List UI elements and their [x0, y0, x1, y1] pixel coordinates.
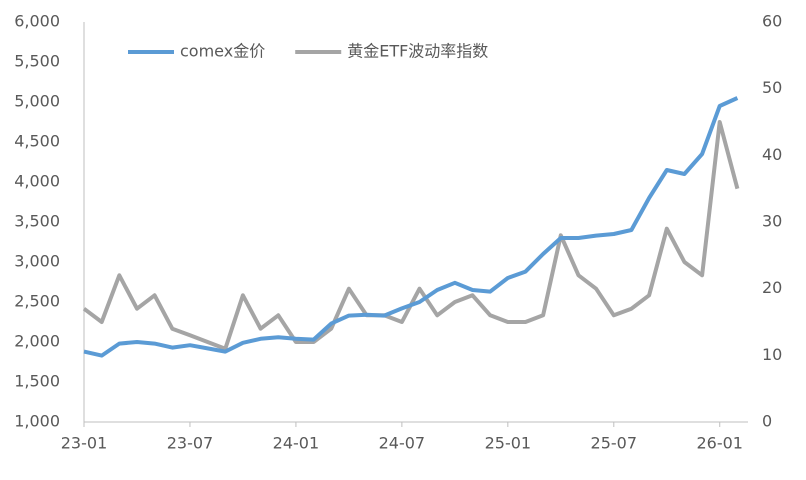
y-tick-label: 5,500	[14, 52, 60, 71]
y-tick-label: 2,000	[14, 332, 60, 351]
y2-tick-label: 40	[762, 145, 782, 164]
y-tick-label: 2,500	[14, 292, 60, 311]
y-tick-label: 1,000	[14, 412, 60, 431]
y-tick-label: 6,000	[14, 12, 60, 31]
y2-tick-label: 60	[762, 12, 782, 31]
y2-tick-label: 0	[762, 412, 772, 431]
y2-tick-label: 30	[762, 212, 782, 231]
legend-label: 黄金ETF波动率指数	[347, 42, 488, 61]
y-tick-label: 4,500	[14, 132, 60, 151]
y-tick-label: 3,000	[14, 252, 60, 271]
x-tick-label: 25-01	[485, 434, 532, 453]
y2-tick-label: 10	[762, 345, 782, 364]
y2-tick-label: 20	[762, 278, 782, 297]
x-tick-label: 25-07	[591, 434, 638, 453]
x-tick-label: 23-07	[167, 434, 214, 453]
x-tick-label: 24-01	[273, 434, 320, 453]
y-tick-label: 5,000	[14, 92, 60, 111]
y-tick-label: 4,000	[14, 172, 60, 191]
x-tick-label: 24-07	[379, 434, 426, 453]
series-line	[82, 120, 740, 351]
y-tick-label: 1,500	[14, 372, 60, 391]
y2-tick-label: 50	[762, 78, 782, 97]
y-tick-label: 3,500	[14, 212, 60, 231]
x-tick-label: 26-01	[696, 434, 743, 453]
series-line	[83, 96, 739, 358]
legend-label: comex金价	[180, 42, 265, 61]
x-tick-label: 23-01	[61, 434, 108, 453]
